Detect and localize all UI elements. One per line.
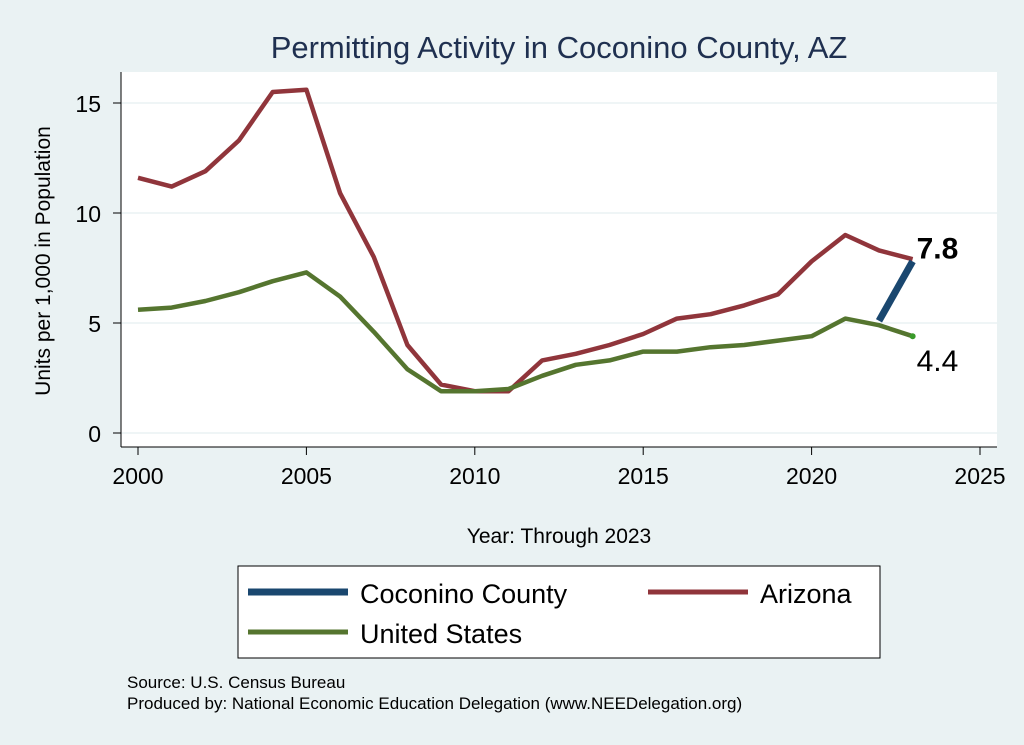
- x-tick-label: 2025: [954, 463, 1005, 489]
- series-line-coconino-county: [875, 259, 916, 323]
- y-tick-label: 0: [88, 421, 101, 447]
- source-note: Source: U.S. Census Bureau: [127, 673, 345, 692]
- y-tick-label: 10: [75, 201, 101, 227]
- legend-box: [237, 565, 881, 659]
- legend-label-arizona: Arizona: [760, 579, 853, 609]
- plot-area: [121, 72, 997, 447]
- produced-by-note: Produced by: National Economic Education…: [127, 694, 742, 713]
- legend-label-coconino: Coconino County: [360, 579, 568, 609]
- x-tick-label: 2005: [281, 463, 332, 489]
- end-label: 7.8: [917, 232, 959, 265]
- series-line-united-states: [137, 270, 914, 394]
- end-label: 4.4: [917, 345, 959, 378]
- legend-label-united-states: United States: [360, 619, 522, 649]
- legend: Coconino County Arizona United States: [237, 565, 881, 659]
- x-tick-label: 2020: [786, 463, 837, 489]
- y-axis-label: Units per 1,000 in Population: [32, 126, 55, 396]
- series-lines: [137, 87, 916, 394]
- series-line-arizona: [137, 87, 914, 394]
- chart-title: Permitting Activity in Coconino County, …: [271, 30, 848, 65]
- series-endpoint-united-states: [909, 333, 916, 340]
- x-axis-label: Year: Through 2023: [467, 525, 652, 548]
- x-tick-label: 2000: [112, 463, 163, 489]
- y-tick-label: 15: [75, 91, 101, 117]
- x-tick-label: 2015: [618, 463, 669, 489]
- y-tick-label: 5: [88, 311, 101, 337]
- end-labels: 7.8 4.4: [917, 232, 959, 378]
- x-tick-label: 2010: [449, 463, 500, 489]
- axes: 0 5 10 15 2000 2005 2010 2015 2020 2025: [75, 72, 1006, 489]
